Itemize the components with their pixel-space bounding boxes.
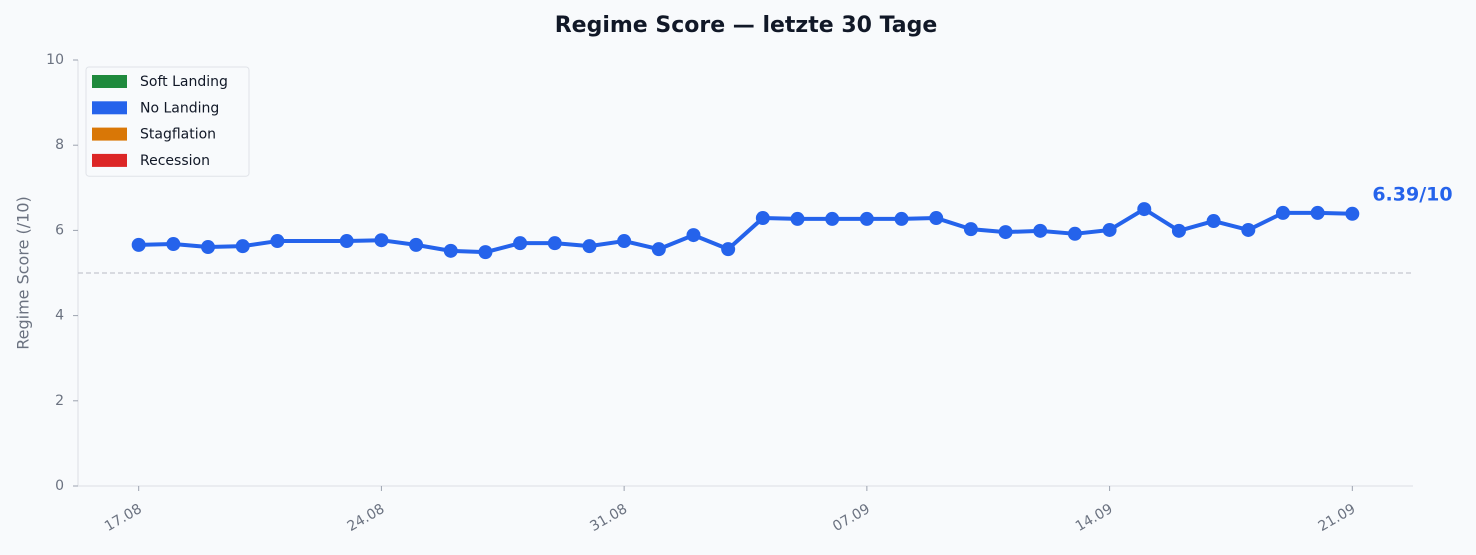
marker <box>1275 205 1290 220</box>
marker <box>1067 226 1082 241</box>
marker <box>651 242 666 257</box>
line <box>138 207 1353 255</box>
y-tick-label: 8 <box>55 137 64 153</box>
marker <box>235 239 250 254</box>
marker <box>1171 223 1186 238</box>
legend-label: No Landing <box>140 100 219 116</box>
y-tick-label: 4 <box>55 308 64 324</box>
legend-swatch <box>92 75 127 88</box>
y-tick-label: 2 <box>55 393 64 409</box>
marker <box>547 236 562 251</box>
marker <box>409 237 424 252</box>
marker <box>131 237 146 252</box>
marker <box>755 211 770 226</box>
y-tick-label: 6 <box>55 222 64 238</box>
marker <box>721 242 736 257</box>
x-tick-label: 21.09 <box>1316 501 1359 535</box>
legend-label: Stagflation <box>140 127 216 143</box>
legend-swatch <box>92 127 127 141</box>
marker <box>1241 222 1256 237</box>
marker <box>686 228 701 243</box>
y-axis-label: Regime Score (/10) <box>14 196 33 350</box>
x-tick-label: 31.08 <box>587 501 630 535</box>
marker <box>1033 223 1048 238</box>
marker <box>894 211 909 226</box>
x-tick-label: 07.09 <box>830 501 873 535</box>
y-tick-label: 0 <box>55 478 64 494</box>
x-tick-label: 14.09 <box>1073 501 1116 535</box>
marker <box>374 233 389 248</box>
legend-swatch <box>92 101 127 115</box>
marker <box>478 245 493 260</box>
x-tick-label: 17.08 <box>102 501 145 535</box>
marker <box>998 225 1013 240</box>
marker <box>443 243 458 258</box>
legend-label: Soft Landing <box>140 74 228 90</box>
marker <box>859 211 874 226</box>
marker <box>1310 205 1325 220</box>
marker <box>929 211 944 226</box>
marker <box>825 211 840 226</box>
marker <box>790 211 805 226</box>
annotation: 6.39/10 <box>1372 183 1452 205</box>
marker <box>963 222 978 237</box>
marker <box>1345 206 1360 221</box>
legend-swatch <box>92 153 127 167</box>
marker <box>1206 214 1221 229</box>
y-tick-label: 10 <box>46 52 64 68</box>
marker <box>166 237 181 252</box>
legend-label: Recession <box>140 153 210 169</box>
marker <box>1137 202 1152 217</box>
marker <box>617 234 632 249</box>
chart-title: Regime Score — letzte 30 Tage <box>555 13 938 38</box>
marker <box>1102 222 1117 237</box>
marker <box>270 234 285 249</box>
marker <box>582 239 597 254</box>
marker <box>513 236 528 251</box>
marker <box>339 234 354 249</box>
legend-box <box>85 66 250 177</box>
x-tick-label: 24.08 <box>345 501 388 535</box>
marker <box>201 240 216 255</box>
